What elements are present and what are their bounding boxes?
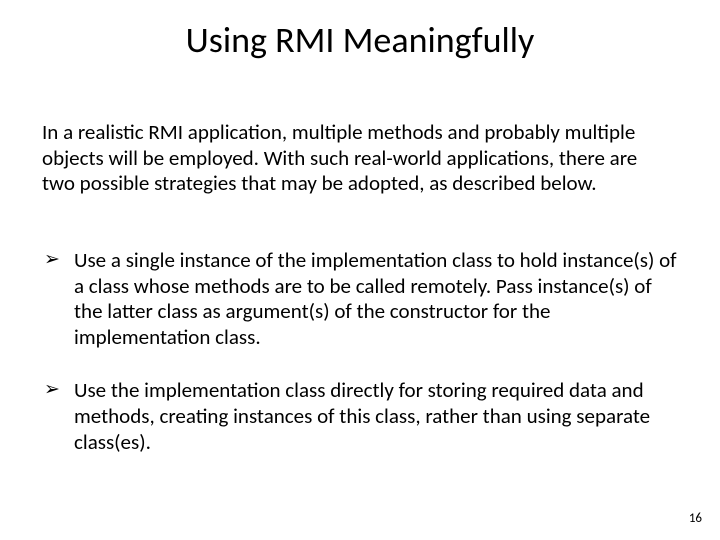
bullet-text: Use a single instance of the implementat… [74, 247, 677, 350]
slide-title: Using RMI Meaningfully [0, 18, 720, 62]
bullet-text: Use the implementation class directly fo… [74, 377, 650, 454]
list-item: ➢ Use the implementation class directly … [42, 378, 682, 455]
bullet-marker-icon: ➢ [44, 248, 60, 271]
page-number: 16 [689, 511, 702, 526]
bullet-list: ➢ Use a single instance of the implement… [42, 248, 682, 483]
list-item: ➢ Use a single instance of the implement… [42, 248, 682, 350]
bullet-marker-icon: ➢ [44, 378, 60, 401]
intro-paragraph: In a realistic RMI application, multiple… [42, 120, 672, 197]
slide-container: Using RMI Meaningfully In a realistic RM… [0, 0, 720, 540]
